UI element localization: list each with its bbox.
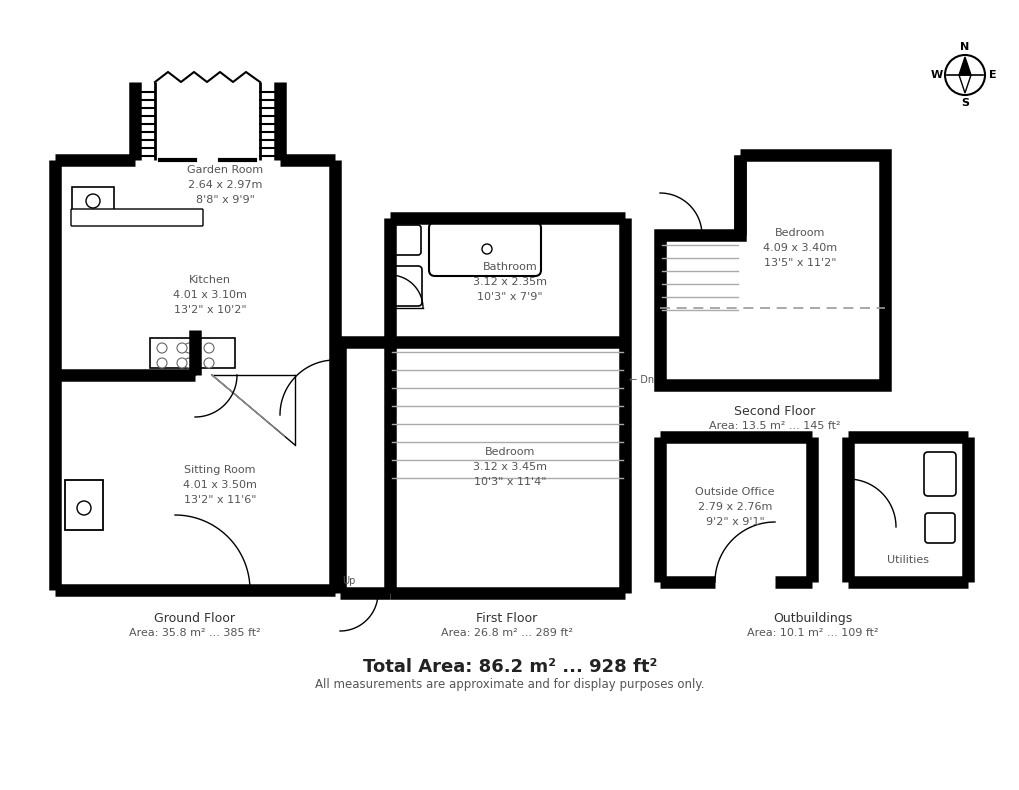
FancyBboxPatch shape — [429, 222, 540, 276]
Polygon shape — [958, 75, 970, 93]
Text: Utilities: Utilities — [887, 555, 928, 565]
FancyBboxPatch shape — [923, 452, 955, 496]
Circle shape — [177, 358, 186, 368]
Text: Bedroom
3.12 x 3.45m
10'3" x 11'4": Bedroom 3.12 x 3.45m 10'3" x 11'4" — [473, 447, 546, 487]
Circle shape — [204, 343, 214, 353]
Text: ← Dn: ← Dn — [629, 375, 653, 385]
Text: Garden Room
2.64 x 2.97m
8'8" x 9'9": Garden Room 2.64 x 2.97m 8'8" x 9'9" — [186, 165, 263, 205]
Circle shape — [157, 343, 167, 353]
Text: Area: 13.5 m² ... 145 ft²: Area: 13.5 m² ... 145 ft² — [708, 421, 840, 431]
Text: Sitting Room
4.01 x 3.50m
13'2" x 11'6": Sitting Room 4.01 x 3.50m 13'2" x 11'6" — [182, 465, 257, 505]
Text: Kitchen
4.01 x 3.10m
13'2" x 10'2": Kitchen 4.01 x 3.10m 13'2" x 10'2" — [173, 275, 247, 314]
Bar — [65, 480, 103, 530]
Circle shape — [177, 343, 186, 353]
FancyBboxPatch shape — [71, 209, 203, 226]
Text: E: E — [988, 70, 996, 80]
Circle shape — [86, 194, 100, 208]
Text: Bedroom
4.09 x 3.40m
13'5" x 11'2": Bedroom 4.09 x 3.40m 13'5" x 11'2" — [762, 228, 837, 268]
FancyBboxPatch shape — [392, 225, 421, 255]
Text: Area: 35.8 m² ... 385 ft²: Area: 35.8 m² ... 385 ft² — [129, 628, 261, 638]
Bar — [72, 187, 114, 215]
Text: Outside Office
2.79 x 2.76m
9'2" x 9'1": Outside Office 2.79 x 2.76m 9'2" x 9'1" — [695, 487, 774, 527]
Bar — [150, 338, 234, 368]
Text: First Floor: First Floor — [476, 612, 537, 625]
Text: Area: 10.1 m² ... 109 ft²: Area: 10.1 m² ... 109 ft² — [747, 628, 878, 638]
Text: Second Floor: Second Floor — [734, 405, 815, 418]
Polygon shape — [958, 57, 970, 75]
FancyBboxPatch shape — [391, 266, 422, 306]
Circle shape — [76, 501, 91, 515]
Circle shape — [183, 343, 194, 353]
Text: Ground Floor: Ground Floor — [154, 612, 235, 625]
Circle shape — [157, 358, 167, 368]
Text: Outbuildings: Outbuildings — [772, 612, 852, 625]
Circle shape — [204, 358, 214, 368]
FancyBboxPatch shape — [924, 513, 954, 543]
Text: W: W — [930, 70, 943, 80]
Circle shape — [183, 358, 194, 368]
Text: S: S — [960, 98, 968, 108]
Text: Bathroom
3.12 x 2.35m
10'3" x 7'9": Bathroom 3.12 x 2.35m 10'3" x 7'9" — [473, 262, 546, 302]
Text: Total Area: 86.2 m² ... 928 ft²: Total Area: 86.2 m² ... 928 ft² — [363, 658, 656, 676]
Text: All measurements are approximate and for display purposes only.: All measurements are approximate and for… — [315, 678, 704, 691]
Text: Area: 26.8 m² ... 289 ft²: Area: 26.8 m² ... 289 ft² — [440, 628, 573, 638]
Text: Up: Up — [341, 576, 355, 586]
Text: N: N — [960, 42, 969, 52]
Circle shape — [482, 244, 491, 254]
